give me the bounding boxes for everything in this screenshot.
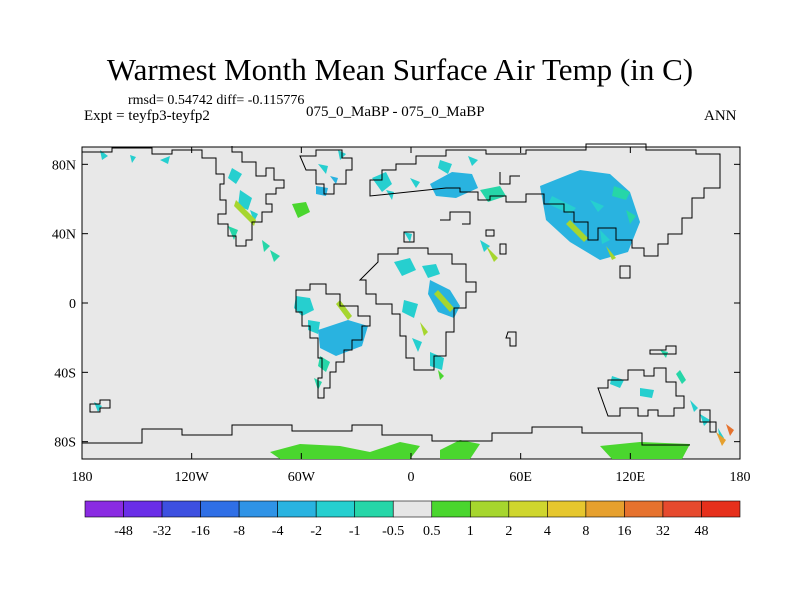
colorbar-swatch	[585, 500, 625, 518]
plot-title: Warmest Month Mean Surface Air Temp (in …	[106, 52, 694, 87]
colorbar-swatch	[277, 500, 317, 518]
colorbar-label: -32	[153, 524, 172, 539]
coastlines	[82, 143, 721, 446]
stats-line: rmsd= 0.54742 diff= -0.115776	[128, 93, 305, 108]
colorbar-label: -2	[310, 524, 322, 539]
colorbar-swatch	[84, 500, 124, 518]
colorbar-label: -0.5	[382, 524, 404, 539]
colorbar-swatch	[354, 500, 394, 518]
colorbar-swatch	[315, 500, 356, 518]
colorbar-label: 0.5	[423, 524, 441, 539]
colorbar-label: 48	[694, 524, 708, 539]
y-tick-label: 80N	[52, 158, 76, 173]
colorbar-swatch	[701, 500, 741, 518]
colorbar-label: 16	[617, 524, 631, 539]
colorbar-swatch	[662, 500, 702, 518]
colorbar-label: 4	[544, 524, 551, 539]
x-tick-label: 60W	[288, 470, 316, 485]
anomaly-patches	[94, 150, 734, 459]
colorbar-swatch	[469, 500, 510, 518]
y-tick-label: 0	[69, 297, 76, 312]
colorbar-swatch	[431, 500, 471, 518]
colorbar-swatch	[508, 500, 548, 518]
colorbar-label: -48	[114, 524, 133, 539]
colorbar-label: 2	[505, 524, 512, 539]
x-tick-label: 120W	[175, 470, 210, 485]
x-tick-label: 60E	[509, 470, 532, 485]
y-tick-label: 40S	[54, 366, 76, 381]
colorbar-swatch	[238, 500, 278, 518]
x-tick-label: 180	[72, 470, 93, 485]
colorbar-swatch	[547, 500, 587, 518]
colorbar-label: -1	[349, 524, 361, 539]
colorbar-label: -16	[191, 524, 210, 539]
colorbar-swatch	[624, 500, 664, 518]
case-label: 075_0_MaBP - 075_0_MaBP	[306, 104, 485, 120]
colorbar-swatch	[161, 500, 201, 518]
experiment-label: Expt = teyfp3-teyfp2	[84, 108, 210, 124]
x-tick-label: 180	[730, 470, 751, 485]
colorbar-label: -4	[272, 524, 284, 539]
x-tick-label: 120E	[616, 470, 646, 485]
colorbar-label: 1	[467, 524, 474, 539]
colorbar-label: 32	[656, 524, 670, 539]
colorbar-label: 8	[582, 524, 589, 539]
colorbar-swatch	[392, 500, 433, 518]
y-tick-label: 40N	[52, 228, 76, 243]
colorbar-swatch	[123, 500, 163, 518]
colorbar-swatch	[200, 500, 240, 518]
x-tick-label: 0	[408, 470, 415, 485]
y-tick-label: 80S	[54, 436, 76, 451]
season-label: ANN	[704, 108, 737, 124]
colorbar-label: -8	[233, 524, 245, 539]
colorbar	[84, 500, 741, 518]
